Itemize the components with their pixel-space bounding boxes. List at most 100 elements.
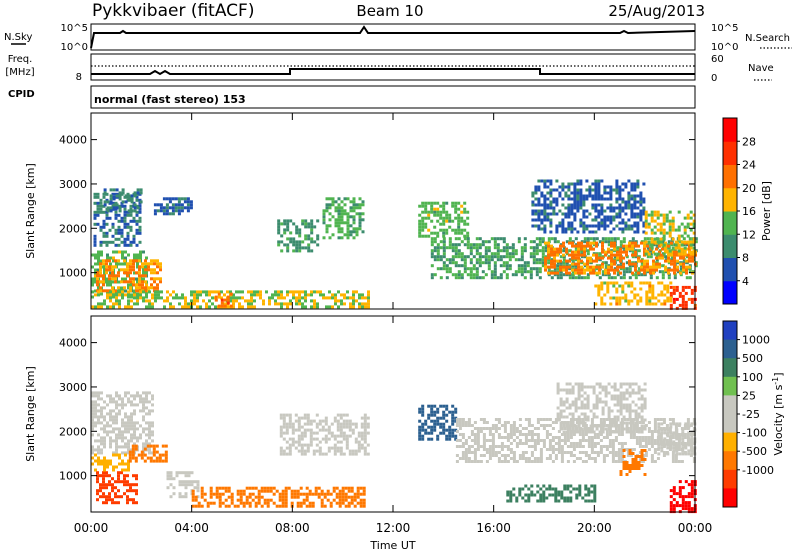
heatmap-cell bbox=[427, 202, 430, 205]
heatmap-cell bbox=[588, 445, 591, 448]
heatmap-cell bbox=[557, 413, 560, 416]
heatmap-cell bbox=[495, 418, 498, 421]
heatmap-cell bbox=[94, 403, 97, 406]
heatmap-cell bbox=[506, 494, 509, 497]
heatmap-cell bbox=[187, 305, 190, 308]
heatmap-cell bbox=[316, 438, 319, 441]
heatmap-cell bbox=[271, 293, 274, 296]
heatmap-cell bbox=[591, 448, 594, 451]
heatmap-cell bbox=[491, 237, 494, 240]
heatmap-cell bbox=[187, 206, 190, 209]
heatmap-cell bbox=[566, 383, 569, 386]
heatmap-cell bbox=[107, 206, 110, 209]
heatmap-cell bbox=[94, 454, 97, 457]
heatmap-cell bbox=[160, 206, 163, 209]
heatmap-cell bbox=[298, 240, 301, 243]
heatmap-cell bbox=[452, 249, 455, 252]
heatmap-cell bbox=[94, 254, 97, 257]
heatmap-cell bbox=[159, 265, 162, 268]
heatmap-cell bbox=[148, 409, 151, 412]
heatmap-cell bbox=[221, 299, 224, 302]
heatmap-cell bbox=[94, 424, 97, 427]
heatmap-cell bbox=[607, 266, 610, 269]
heatmap-cell bbox=[540, 418, 543, 421]
heatmap-cell bbox=[586, 269, 589, 272]
heatmap-cell bbox=[105, 268, 108, 271]
heatmap-cell bbox=[678, 253, 681, 256]
heatmap-cell bbox=[630, 183, 633, 186]
heatmap-cell bbox=[583, 245, 586, 248]
heatmap-cell bbox=[118, 433, 121, 436]
heatmap-cell bbox=[609, 303, 612, 306]
heatmap-cell bbox=[336, 487, 339, 490]
heatmap-cell bbox=[573, 460, 576, 463]
heatmap-cell bbox=[556, 254, 559, 257]
heatmap-cell bbox=[540, 448, 543, 451]
heatmap-cell bbox=[501, 460, 504, 463]
heatmap-cell bbox=[670, 304, 673, 307]
heatmap-cell bbox=[546, 448, 549, 451]
heatmap-cell bbox=[684, 250, 687, 253]
heatmap-cell bbox=[190, 200, 193, 203]
heatmap-cell bbox=[124, 469, 127, 472]
heatmap-cell bbox=[418, 205, 421, 208]
heatmap-cell bbox=[437, 252, 440, 255]
heatmap-cell bbox=[102, 289, 105, 292]
heatmap-cell bbox=[575, 404, 578, 407]
heatmap-cell bbox=[618, 442, 621, 445]
heatmap-cell bbox=[594, 186, 597, 189]
heatmap-cell bbox=[651, 214, 654, 217]
heatmap-cell bbox=[300, 502, 303, 505]
heatmap-cell bbox=[648, 241, 651, 244]
heatmap-cell bbox=[528, 433, 531, 436]
heatmap-cell bbox=[352, 429, 355, 432]
heatmap-cell bbox=[570, 192, 573, 195]
heatmap-cell bbox=[118, 251, 121, 254]
heatmap-cell bbox=[648, 439, 651, 442]
heatmap-cell bbox=[546, 436, 549, 439]
heatmap-cell bbox=[599, 386, 602, 389]
heatmap-cell bbox=[466, 217, 469, 220]
heatmap-cell bbox=[531, 213, 534, 216]
heatmap-cell bbox=[144, 286, 147, 289]
heatmap-cell bbox=[507, 421, 510, 424]
heatmap-cell bbox=[283, 420, 286, 423]
heatmap-cell bbox=[471, 439, 474, 442]
heatmap-cell bbox=[579, 445, 582, 448]
heatmap-cell bbox=[568, 254, 571, 257]
heatmap-cell bbox=[121, 220, 124, 223]
heatmap-cell bbox=[458, 255, 461, 258]
heatmap-cell bbox=[286, 302, 289, 305]
heatmap-cell bbox=[322, 293, 325, 296]
heatmap-cell bbox=[142, 409, 145, 412]
heatmap-cell bbox=[667, 254, 670, 257]
heatmap-cell bbox=[497, 246, 500, 249]
heatmap-cell bbox=[102, 483, 105, 486]
heatmap-cell bbox=[142, 430, 145, 433]
heatmap-cell bbox=[654, 442, 657, 445]
freq-unit: [MHz] bbox=[5, 67, 34, 78]
heatmap-cell bbox=[557, 491, 560, 494]
heatmap-cell bbox=[100, 439, 103, 442]
heatmap-cell bbox=[267, 505, 270, 508]
heatmap-cell bbox=[584, 386, 587, 389]
heatmap-cell bbox=[581, 428, 584, 431]
heatmap-cell bbox=[126, 498, 129, 501]
heatmap-cell bbox=[139, 400, 142, 403]
heatmap-cell bbox=[106, 394, 109, 397]
heatmap-cell bbox=[112, 223, 115, 226]
heatmap-cell bbox=[612, 285, 615, 288]
heatmap-cell bbox=[363, 502, 366, 505]
heatmap-cell bbox=[609, 204, 612, 207]
heatmap-cell bbox=[557, 392, 560, 395]
heatmap-cell bbox=[173, 477, 176, 480]
heatmap-cell bbox=[456, 454, 459, 457]
heatmap-cell bbox=[682, 295, 685, 298]
heatmap-cell bbox=[270, 487, 273, 490]
heatmap-cell bbox=[334, 435, 337, 438]
heatmap-cell bbox=[148, 290, 151, 293]
heatmap-cell bbox=[652, 269, 655, 272]
heatmap-cell bbox=[277, 219, 280, 222]
heatmap-cell bbox=[527, 261, 530, 264]
heatmap-cell bbox=[657, 214, 660, 217]
